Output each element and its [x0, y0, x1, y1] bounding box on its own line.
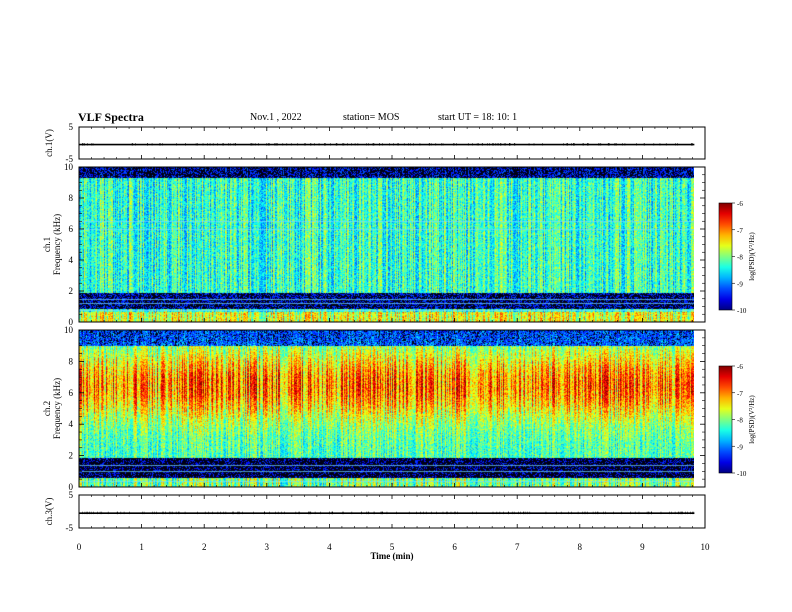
spectrogram-image — [79, 330, 694, 487]
colorbar-label-text: log(PSD)(V²/Hz) — [748, 232, 756, 281]
colorbar-tick-label: -9 — [737, 280, 743, 288]
chart-title: VLF Spectra — [78, 110, 144, 124]
x-tick-label: 9 — [640, 542, 645, 552]
x-tick-label: 3 — [265, 542, 270, 552]
y-tick-label: 10 — [64, 162, 74, 172]
x-tick-label: 5 — [390, 542, 395, 552]
colorbar-tick-label: -7 — [737, 390, 743, 398]
panel-frame — [78, 126, 706, 160]
panel-frame — [78, 494, 706, 529]
y-axis-label-line: ch.1(V) — [44, 129, 54, 157]
y-tick-label: 0 — [69, 317, 74, 327]
y-axis-label-line: ch.2 — [42, 401, 52, 416]
y-axis-label: ch.1(V) — [44, 129, 54, 157]
x-tick-label: 10 — [701, 542, 711, 552]
y-tick-label: 5 — [69, 122, 74, 132]
colorbar-tick-label: -6 — [737, 363, 743, 371]
colorbar-tick-label: -6 — [737, 200, 743, 208]
y-tick-label: 0 — [69, 482, 74, 492]
x-tick-label: 0 — [77, 542, 82, 552]
y-tick-label: -5 — [66, 154, 74, 164]
y-axis-label: ch.3(V) — [44, 498, 54, 526]
spectrogram-image — [79, 167, 694, 322]
y-tick-label: 4 — [69, 419, 74, 429]
x-axis-label: Time (min) — [370, 551, 413, 561]
y-tick-label: 6 — [69, 224, 74, 234]
x-tick-label: 2 — [202, 542, 207, 552]
colorbar-label-text: log(PSD)(V²/Hz) — [748, 395, 756, 444]
colorbar — [718, 365, 733, 474]
colorbar — [718, 202, 733, 311]
start-ut-label: start UT = 18: 10: 1 — [438, 112, 518, 123]
colorbar-tick-label: -7 — [737, 227, 743, 235]
y-axis-label: ch.2 Frequency (kHz) — [42, 378, 62, 439]
y-tick-label: 6 — [69, 388, 74, 398]
y-axis-label-line: Frequency (kHz) — [52, 378, 62, 439]
x-tick-label: 4 — [327, 542, 332, 552]
y-tick-label: -5 — [66, 523, 74, 533]
x-tick-label: 1 — [139, 542, 144, 552]
colorbar-label: log(PSD)(V²/Hz) — [748, 232, 756, 281]
y-tick-label: 5 — [69, 490, 74, 500]
y-tick-label: 4 — [69, 255, 74, 265]
colorbar-tick-label: -10 — [737, 470, 747, 478]
y-tick-label: 2 — [69, 451, 74, 461]
y-tick-label: 8 — [69, 356, 74, 366]
x-tick-label: 6 — [452, 542, 457, 552]
x-tick-label: 7 — [515, 542, 520, 552]
y-tick-label: 2 — [69, 286, 74, 296]
colorbar-label: log(PSD)(V²/Hz) — [748, 395, 756, 444]
colorbar-tick-label: -10 — [737, 307, 747, 315]
colorbar-tick-label: -9 — [737, 443, 743, 451]
colorbar-tick-label: -8 — [737, 417, 743, 425]
y-tick-label: 8 — [69, 193, 74, 203]
y-axis-label-line: ch.3(V) — [44, 498, 54, 526]
date-label: Nov.1 , 2022 — [250, 112, 302, 123]
y-axis-label-line: ch.1 — [42, 237, 52, 252]
x-tick-label: 8 — [578, 542, 583, 552]
colorbar-tick-label: -8 — [737, 254, 743, 262]
y-axis-label: ch.1 Frequency (kHz) — [42, 214, 62, 275]
y-tick-label: 10 — [64, 325, 74, 335]
station-label: station= MOS — [343, 112, 400, 123]
y-axis-label-line: Frequency (kHz) — [52, 214, 62, 275]
